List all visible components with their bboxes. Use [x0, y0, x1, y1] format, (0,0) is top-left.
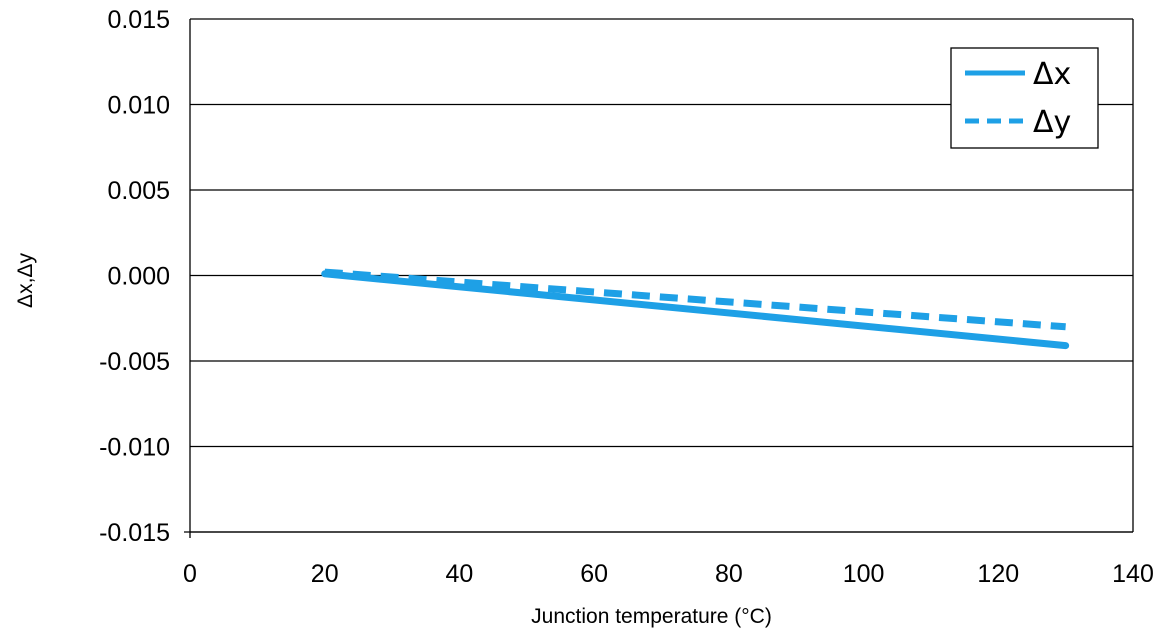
y-tick-label: 0.000: [107, 263, 170, 291]
x-tick-label: 60: [580, 560, 608, 588]
y-tick-label: -0.005: [99, 348, 170, 376]
series-line-dy: [324, 268, 1066, 331]
legend: Δx Δy: [950, 47, 1099, 149]
y-tick-label: -0.010: [99, 434, 170, 462]
series-line-dx: [321, 270, 1070, 350]
legend-label-dx: Δx: [1033, 57, 1071, 92]
x-tick-label: 80: [715, 560, 743, 588]
axes: [184, 19, 1134, 538]
series-lines: [321, 268, 1070, 350]
tick-labels: 0.015 0.010 0.005 0.000 -0.005 -0.010 -0.015 0 2…: [99, 6, 1154, 588]
legend-label-dy: Δy: [1033, 105, 1071, 140]
y-tick-label: -0.015: [99, 519, 170, 547]
x-tick-label: 20: [311, 560, 339, 588]
x-tick-label: 40: [446, 560, 474, 588]
y-tick-label: 0.015: [107, 6, 170, 34]
y-axis-label: Δx,Δy: [14, 253, 37, 308]
x-tick-label: 0: [183, 560, 197, 588]
y-tick-label: 0.010: [107, 92, 170, 120]
y-tick-label: 0.005: [107, 177, 170, 205]
x-tick-label: 140: [1112, 560, 1154, 588]
x-tick-label: 100: [843, 560, 885, 588]
x-tick-label: 120: [977, 560, 1019, 588]
legend-box: [950, 47, 1099, 149]
x-axis-label: Junction temperature (°C): [531, 605, 772, 628]
